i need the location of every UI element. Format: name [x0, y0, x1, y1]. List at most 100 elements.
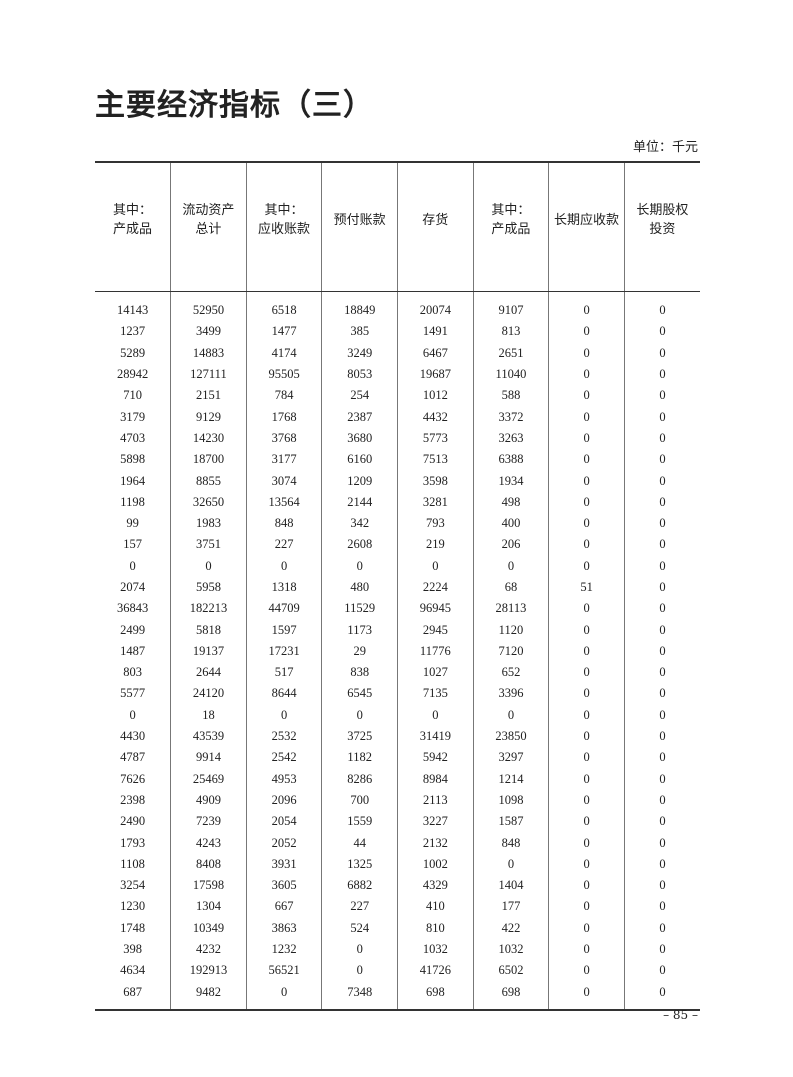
table-row: 36843 182213 44709 11529 96945 28113 0 0 — [95, 598, 700, 620]
table-cell: 5773 — [397, 427, 474, 450]
table-cell: 0 — [321, 960, 398, 982]
table-cell: 6502 — [472, 960, 549, 982]
table-cell: 0 — [548, 363, 625, 386]
table-cell: 1768 — [245, 406, 322, 428]
table-cell: 7513 — [397, 449, 474, 471]
table-cell: 803 — [123, 665, 142, 680]
table-cell: 3605 — [245, 875, 322, 897]
table-cell: 3372 — [472, 406, 549, 428]
table-cell: 6160 — [321, 449, 398, 471]
table-cell: 0 — [129, 707, 136, 722]
table-cell: 18700 — [170, 449, 247, 471]
table-cell: 2096 — [245, 789, 322, 812]
table-cell: 2398 — [120, 792, 146, 807]
table-cell: 23850 — [472, 725, 549, 748]
table-cell: 182213 — [170, 598, 247, 620]
table-cell: 0 — [548, 291, 625, 322]
table-cell: 784 — [245, 385, 322, 407]
table-cell: 0 — [548, 470, 625, 492]
table-cell: 1559 — [321, 811, 398, 833]
table-row: 4634 192913 56521 0 41726 6502 0 0 — [95, 960, 700, 982]
table-cell: 2644 — [170, 662, 247, 684]
table-cell: 0 — [472, 853, 549, 876]
column-header-line: 流动资产 — [182, 203, 235, 218]
table-cell: 0 — [245, 981, 322, 1010]
table-cell: 5289 — [120, 345, 146, 360]
column-header: 长期应收款 — [548, 162, 625, 292]
table-cell: 7348 — [321, 981, 398, 1010]
table-cell: 3177 — [245, 449, 322, 471]
table-cell: 0 — [548, 747, 625, 769]
table-cell: 0 — [548, 640, 625, 663]
table-cell: 687 — [123, 984, 142, 999]
table-cell: 1214 — [472, 768, 549, 790]
table-cell: 36843 — [116, 601, 149, 616]
table-cell: 1027 — [397, 662, 474, 684]
table-cell: 206 — [472, 534, 549, 556]
column-header-line: 产成品 — [491, 222, 531, 237]
column-header-line: 其中： — [491, 203, 531, 218]
table-cell: 0 — [548, 342, 625, 364]
table-row: 1487 19137 17231 29 11776 7120 0 0 — [95, 640, 700, 663]
table-cell: 6882 — [321, 875, 398, 897]
column-header-line: 长期股权 — [636, 203, 689, 218]
unit-label: 单位：千元 — [632, 140, 698, 155]
table-cell: 2054 — [245, 811, 322, 833]
table-cell: 3863 — [245, 917, 322, 939]
table-cell: 0 — [623, 576, 700, 599]
table-cell: 0 — [623, 875, 700, 897]
table-cell: 8286 — [321, 768, 398, 790]
table-cell: 1404 — [472, 875, 549, 897]
table-cell: 0 — [548, 662, 625, 684]
column-header-line: 产成品 — [113, 222, 153, 237]
table-cell: 19687 — [397, 363, 474, 386]
table-cell: 0 — [623, 534, 700, 556]
table-cell: 0 — [623, 662, 700, 684]
table-cell: 4432 — [397, 406, 474, 428]
table-cell: 1304 — [170, 896, 247, 918]
table-cell: 14883 — [170, 342, 247, 364]
table-cell: 793 — [397, 512, 474, 535]
table-cell: 0 — [623, 342, 700, 364]
table-cell: 848 — [472, 832, 549, 854]
table-cell: 2532 — [245, 725, 322, 748]
table-cell: 0 — [623, 598, 700, 620]
table-cell: 9129 — [170, 406, 247, 428]
table-cell: 1325 — [321, 853, 398, 876]
table-row: 5289 14883 4174 3249 6467 2651 0 0 — [95, 342, 700, 364]
table-cell: 0 — [548, 768, 625, 790]
table-cell: 0 — [548, 619, 625, 641]
table-cell: 0 — [548, 683, 625, 705]
column-header-line: 存货 — [422, 212, 449, 228]
table-cell: 2132 — [397, 832, 474, 854]
table-cell: 1209 — [321, 470, 398, 492]
table-cell: 1587 — [472, 811, 549, 833]
table-cell: 667 — [245, 896, 322, 918]
table-cell: 0 — [548, 789, 625, 812]
table-cell: 8984 — [397, 768, 474, 790]
table-cell: 1491 — [397, 321, 474, 343]
table-cell: 0 — [548, 896, 625, 918]
table-cell: 0 — [623, 683, 700, 705]
table-cell: 1237 — [120, 324, 146, 339]
table-cell: 0 — [548, 981, 625, 1010]
table-cell: 0 — [623, 555, 700, 577]
table-cell: 0 — [623, 747, 700, 769]
table-cell: 2151 — [170, 385, 247, 407]
table-row: 1237 3499 1477 385 1491 813 0 0 — [95, 321, 700, 343]
table-cell: 3768 — [245, 427, 322, 450]
table-row: 99 1983 848 342 793 400 0 0 — [95, 512, 700, 535]
table-cell: 1173 — [321, 619, 398, 641]
table-cell: 3931 — [245, 853, 322, 876]
table-cell: 1198 — [120, 494, 145, 509]
table-row: 3254 17598 3605 6882 4329 1404 0 0 — [95, 875, 700, 897]
table-cell: 2074 — [120, 580, 146, 594]
table-cell: 1964 — [120, 473, 146, 488]
column-header: 存货 — [397, 162, 474, 292]
page-number: – 85 – — [663, 1008, 698, 1022]
table-cell: 96945 — [397, 598, 474, 620]
table-cell: 0 — [548, 512, 625, 535]
table-cell: 838 — [321, 662, 398, 684]
table-cell: 0 — [623, 896, 700, 918]
